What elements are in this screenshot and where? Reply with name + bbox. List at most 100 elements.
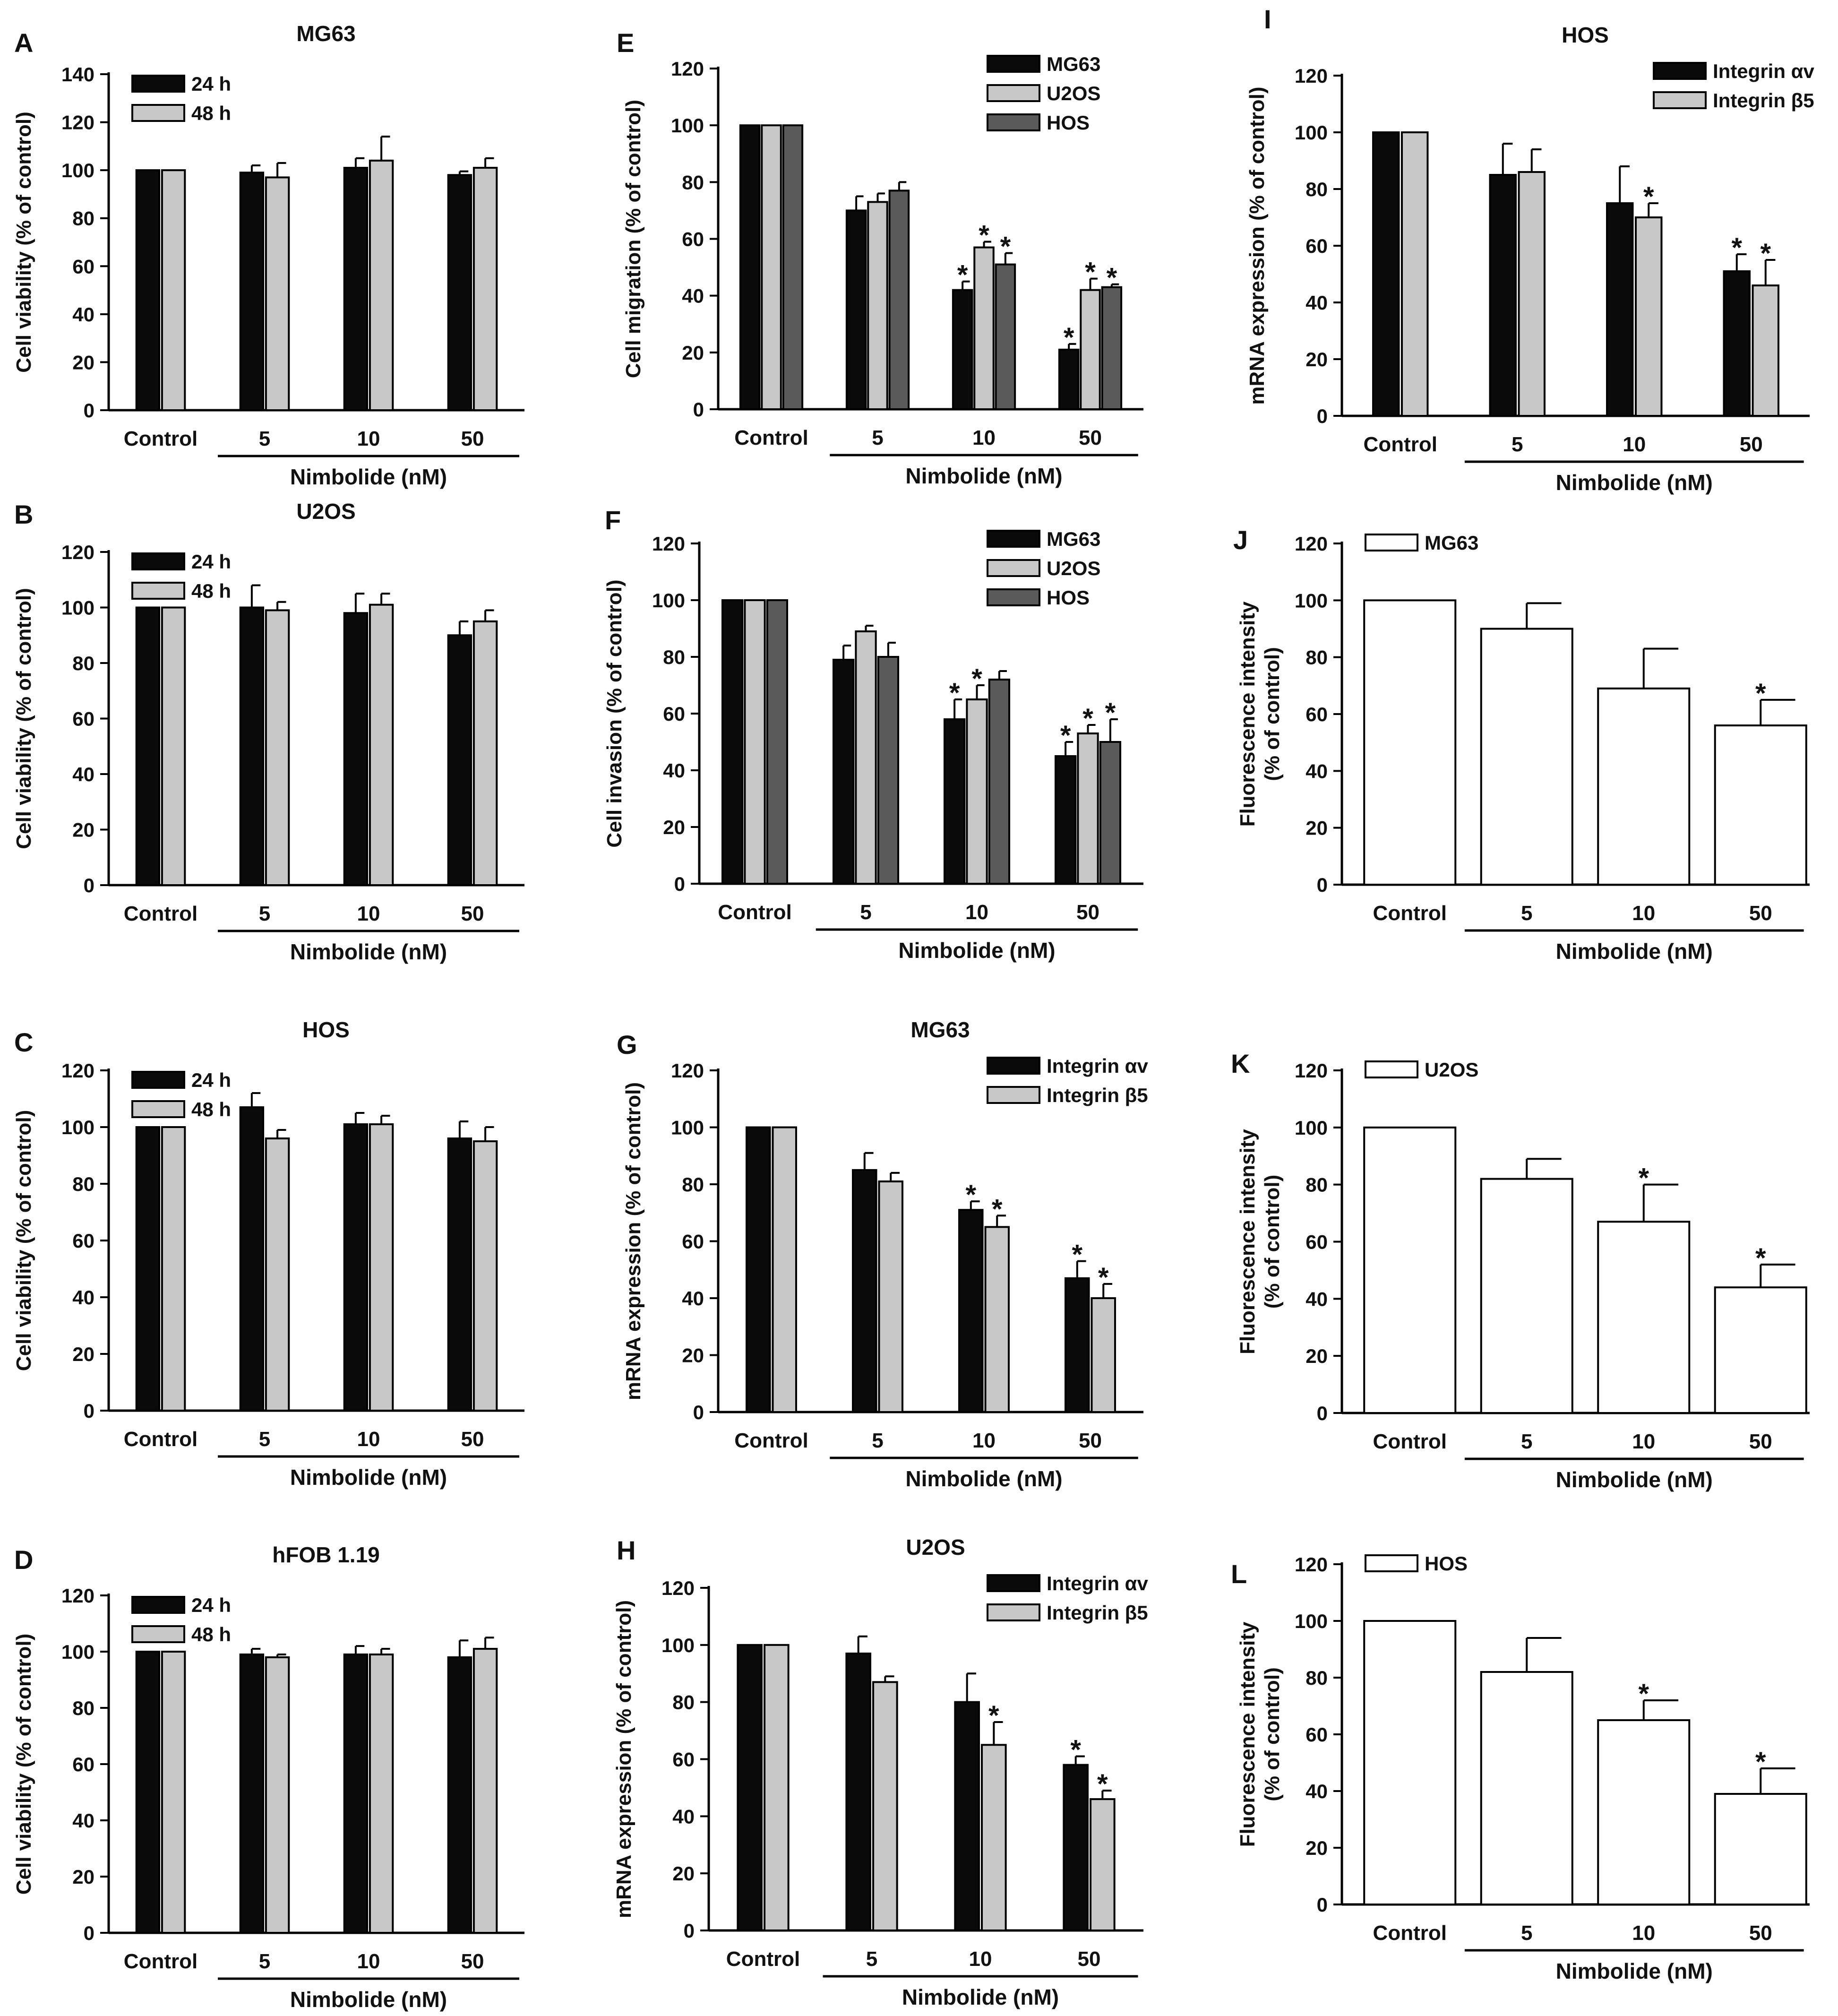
y-axis-title: Fluorescence intensity: [1236, 1129, 1259, 1354]
bar: [845, 1652, 871, 1931]
bar: [739, 124, 761, 410]
bar: [239, 1653, 265, 1934]
y-tick-label: 0: [693, 1401, 704, 1423]
y-tick-label: 100: [671, 114, 704, 137]
significance-star: *: [1107, 263, 1117, 293]
y-tick-label: 60: [663, 703, 685, 725]
bar: [958, 1209, 984, 1413]
x-tick-label: Control: [1373, 1430, 1447, 1453]
y-tick-label: 120: [61, 112, 94, 134]
y-tick-label: 120: [671, 1060, 704, 1082]
y-tick-label: 60: [72, 1230, 94, 1252]
x-tick-label: 50: [461, 1428, 484, 1451]
y-tick-label: 60: [72, 1753, 94, 1775]
bar: [1752, 284, 1779, 417]
legend-swatch: [987, 588, 1040, 606]
y-axis-title: Cell viability (% of control): [12, 112, 35, 373]
y-tick-label: 80: [663, 646, 685, 668]
bar: [161, 1126, 186, 1412]
bar: [1065, 1277, 1090, 1413]
bar: [1597, 1221, 1691, 1414]
y-tick-label: 120: [61, 1585, 94, 1607]
x-tick-label: Control: [734, 1429, 808, 1452]
bar: [1480, 1671, 1573, 1905]
y-tick-label: 100: [61, 159, 94, 181]
panel-k: K 0 20 40 60 80 100 120 Fluorescence intensity (%…: [1231, 1049, 1810, 1492]
y-tick-label: 80: [682, 1173, 704, 1196]
legend-label: 24 h: [191, 1069, 231, 1091]
x-tick-label: 5: [259, 902, 270, 925]
bar: [761, 124, 782, 410]
significance-star: *: [1638, 1163, 1649, 1194]
x-axis-title: Nimbolide (nM): [905, 464, 1062, 488]
y-tick-label: 100: [1295, 121, 1328, 144]
y-tick-label: 80: [72, 652, 94, 674]
y-tick-label: 20: [672, 1862, 695, 1885]
x-tick-label: 10: [357, 902, 380, 925]
bar: [343, 612, 369, 886]
y-tick-label: 60: [682, 1231, 704, 1253]
legend-label: 48 h: [191, 580, 231, 602]
significance-star: *: [1638, 1679, 1649, 1709]
x-tick-label: 5: [866, 1947, 877, 1971]
bar: [343, 167, 369, 412]
y-tick-label: 60: [682, 228, 704, 250]
panel-j: J 0 20 40 60 80 100 120 Fluorescence intensity (%…: [1233, 525, 1810, 964]
x-tick-label: 5: [1521, 1921, 1532, 1945]
y-tick-label: 60: [1305, 1723, 1328, 1746]
y-tick-label: 120: [61, 1060, 94, 1082]
panel-label: K: [1231, 1049, 1250, 1078]
x-tick-label: 50: [461, 1950, 484, 1973]
x-tick-label: 50: [1749, 902, 1772, 925]
legend-swatch: [987, 55, 1040, 73]
bar: [746, 1126, 771, 1413]
legend-label: MG63: [1047, 53, 1100, 75]
legend: 24 h 48 h: [131, 73, 231, 124]
panel-title: MG63: [296, 21, 355, 46]
panel-label: B: [14, 500, 33, 529]
bar: [1480, 628, 1573, 886]
significance-star: *: [1643, 181, 1654, 212]
x-tick-label: 50: [1079, 1429, 1102, 1452]
bar: [721, 599, 744, 885]
y-tick-label: 80: [1305, 178, 1328, 200]
bar: [1714, 724, 1807, 886]
significance-star: *: [1098, 1262, 1109, 1293]
legend-swatch: [987, 1574, 1040, 1592]
x-tick-label: 5: [259, 1950, 270, 1973]
y-tick-label: 0: [84, 1400, 94, 1422]
legend: Integrin αv Integrin β5: [1653, 60, 1814, 112]
legend-swatch: [1653, 91, 1707, 109]
bar: [1077, 732, 1099, 885]
panel-i: I HOS 0 20 40 60 80 100 120 mRNA expression (% of…: [1245, 4, 1814, 495]
legend: U2OS: [1365, 1059, 1478, 1081]
y-axis-title: (% of control): [1261, 647, 1284, 781]
bar: [973, 246, 995, 411]
bar: [1363, 1126, 1457, 1414]
significance-star: *: [1760, 238, 1771, 269]
panel-b: B U2OS 0 20 40 60 80 100 120 Cell viability (% of…: [12, 499, 524, 964]
y-axis-title: mRNA expression (% of control): [622, 1082, 645, 1400]
x-tick-label: 10: [965, 901, 988, 924]
legend-label: HOS: [1425, 1552, 1468, 1575]
x-tick-label: Control: [124, 1428, 198, 1451]
x-tick-label: 5: [872, 1429, 883, 1452]
x-axis-title: Nimbolide (nM): [1556, 1959, 1713, 1983]
x-tick-label: 5: [1521, 1430, 1532, 1453]
bar: [1091, 1297, 1116, 1413]
bar: [943, 718, 966, 885]
x-axis-title: Nimbolide (nM): [290, 465, 447, 489]
y-tick-label: 80: [72, 1697, 94, 1719]
y-tick-label: 120: [1295, 533, 1328, 555]
panel-title: hFOB 1.19: [272, 1542, 380, 1567]
legend-swatch: [131, 1625, 185, 1643]
y-tick-label: 80: [1305, 646, 1328, 669]
y-tick-label: 40: [72, 1809, 94, 1832]
y-tick-label: 120: [61, 541, 94, 563]
bar: [952, 289, 973, 411]
x-tick-label: 50: [1078, 1947, 1101, 1971]
x-tick-label: 50: [1740, 433, 1763, 456]
y-tick-label: 20: [1305, 817, 1328, 839]
y-tick-label: 120: [661, 1577, 695, 1599]
bar: [1480, 1178, 1573, 1414]
